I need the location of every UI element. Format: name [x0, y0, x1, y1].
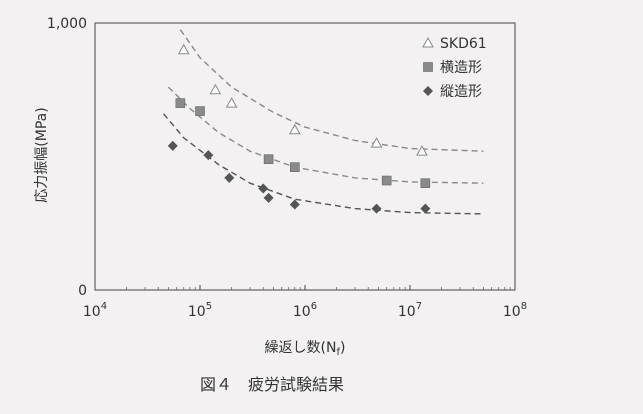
- data-point: [263, 154, 274, 164]
- x-tick-label: 108: [503, 301, 527, 320]
- data-point: [371, 203, 382, 214]
- data-point: [370, 137, 383, 148]
- data-point: [288, 123, 301, 135]
- fit-curve: [163, 113, 484, 215]
- data-point: [420, 178, 431, 188]
- x-tick-label-exponent: 6: [311, 301, 317, 312]
- data-points: [167, 43, 431, 214]
- x-tick-label-exponent: 8: [521, 301, 527, 312]
- x-tick-label-exponent: 5: [206, 301, 212, 312]
- x-tick-label-base: 10: [503, 304, 521, 320]
- x-tick-label-base: 10: [293, 304, 311, 320]
- fit-curve: [167, 86, 484, 184]
- y-axis-ticks: 0 1,000: [47, 16, 100, 299]
- data-point: [167, 140, 178, 151]
- data-point: [381, 175, 392, 186]
- data-point: [420, 203, 431, 214]
- legend-label: 横造形: [440, 60, 482, 76]
- data-point: [177, 43, 190, 55]
- x-tick-label-base: 10: [188, 304, 206, 320]
- x-axis-ticks: 104 105 106 107 108: [83, 285, 527, 320]
- data-point: [175, 98, 186, 108]
- y-axis-title: 応力振幅(MPa): [34, 107, 50, 202]
- x-tick-label: 106: [293, 301, 317, 320]
- x-tick-label-base: 10: [398, 304, 416, 320]
- x-axis-title-subscript: f: [336, 347, 340, 358]
- data-point: [289, 199, 300, 210]
- data-point: [416, 145, 428, 156]
- legend-marker: [422, 36, 434, 48]
- x-tick-label: 107: [398, 301, 422, 320]
- data-point: [203, 150, 214, 161]
- legend-marker: [423, 62, 433, 72]
- fit-curves: [163, 29, 484, 215]
- data-point: [209, 83, 222, 95]
- figure-caption: 図４ 疲労試験結果: [200, 375, 344, 394]
- data-point: [225, 97, 238, 108]
- data-point: [195, 106, 205, 116]
- x-axis-title: 繰返し数(Nf): [265, 340, 346, 358]
- x-tick-label-base: 10: [83, 304, 101, 320]
- legend-label: SKD61: [440, 36, 487, 52]
- x-tick-label-exponent: 4: [101, 301, 107, 312]
- legend-label: 縦造形: [440, 84, 482, 100]
- x-tick-label: 104: [83, 301, 107, 320]
- x-axis-title-main: 繰返し数(N: [265, 340, 337, 356]
- x-tick-label: 105: [188, 301, 212, 320]
- data-point: [263, 192, 274, 203]
- data-point: [224, 172, 235, 183]
- y-tick-label: 0: [78, 283, 87, 299]
- fit-curve: [179, 29, 484, 152]
- legend-marker: [423, 86, 433, 96]
- x-axis-title-end: ): [340, 340, 345, 356]
- data-point: [290, 162, 300, 172]
- y-tick-label: 1,000: [47, 16, 87, 32]
- data-point: [258, 183, 269, 194]
- x-tick-label-exponent: 7: [416, 301, 422, 312]
